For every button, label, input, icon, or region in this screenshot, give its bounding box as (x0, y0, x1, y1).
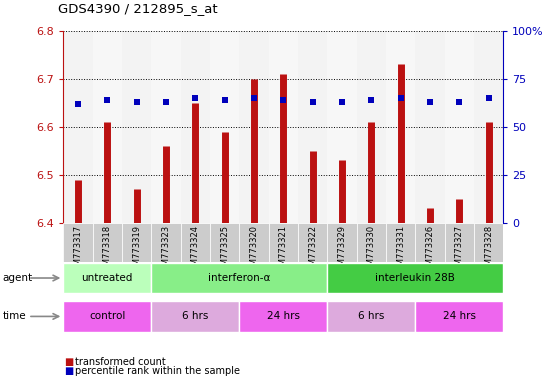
Bar (415, 31, 444, 223)
Text: GSM773331: GSM773331 (396, 225, 405, 276)
Text: GSM773320: GSM773320 (249, 225, 258, 276)
Bar (63, 263, 151, 293)
Text: GSM773330: GSM773330 (367, 225, 376, 276)
Text: interleukin 28B: interleukin 28B (375, 273, 455, 283)
Text: GSM773328: GSM773328 (484, 225, 493, 276)
Point (396, 95, 405, 101)
Bar (327, 263, 503, 293)
Text: time: time (3, 311, 26, 321)
Bar (180, 31, 210, 223)
Point (132, 99, 141, 105)
Text: transformed count: transformed count (75, 357, 166, 367)
Bar (239, 223, 268, 262)
Bar (210, 31, 239, 223)
Text: GSM773325: GSM773325 (220, 225, 229, 276)
Point (484, 95, 493, 101)
Text: GSM773323: GSM773323 (161, 225, 170, 276)
Bar (122, 31, 151, 223)
Point (279, 97, 288, 103)
Bar (327, 301, 415, 331)
Bar (386, 31, 415, 223)
Point (308, 99, 317, 105)
Text: GSM773318: GSM773318 (103, 225, 112, 276)
Point (338, 99, 346, 105)
Bar (474, 223, 503, 262)
Point (220, 97, 229, 103)
Bar (92, 223, 122, 262)
Point (250, 95, 258, 101)
Bar (356, 223, 386, 262)
Bar (298, 223, 327, 262)
Bar (415, 301, 503, 331)
Bar (356, 31, 386, 223)
Bar (239, 301, 327, 331)
Text: GSM773326: GSM773326 (425, 225, 435, 276)
Text: GSM773329: GSM773329 (337, 225, 346, 276)
Text: interferon-α: interferon-α (208, 273, 271, 283)
Text: 24 hrs: 24 hrs (443, 311, 476, 321)
Bar (268, 31, 298, 223)
Bar (474, 31, 503, 223)
Bar (92, 31, 122, 223)
Bar (63, 223, 92, 262)
Bar (63, 31, 92, 223)
Bar (151, 301, 239, 331)
Text: GSM773321: GSM773321 (279, 225, 288, 276)
Point (455, 99, 464, 105)
Text: 6 hrs: 6 hrs (182, 311, 208, 321)
Bar (63, 301, 151, 331)
Text: GSM773317: GSM773317 (73, 225, 82, 276)
Bar (415, 223, 444, 262)
Bar (210, 223, 239, 262)
Text: GDS4390 / 212895_s_at: GDS4390 / 212895_s_at (58, 2, 217, 15)
Bar (444, 223, 474, 262)
Bar (122, 223, 151, 262)
Point (103, 97, 112, 103)
Bar (327, 31, 356, 223)
Text: GSM773327: GSM773327 (455, 225, 464, 276)
Text: 24 hrs: 24 hrs (267, 311, 300, 321)
Bar (444, 31, 474, 223)
Point (74, 101, 82, 107)
Text: agent: agent (3, 273, 33, 283)
Text: untreated: untreated (81, 273, 133, 283)
Text: GSM773319: GSM773319 (132, 225, 141, 276)
Bar (298, 31, 327, 223)
Bar (327, 223, 356, 262)
Bar (180, 223, 210, 262)
Text: GSM773324: GSM773324 (191, 225, 200, 276)
Bar (268, 223, 298, 262)
Bar (239, 31, 268, 223)
Point (191, 95, 200, 101)
Bar (151, 263, 327, 293)
Point (426, 99, 434, 105)
Text: 6 hrs: 6 hrs (358, 311, 384, 321)
Text: ■: ■ (64, 366, 74, 376)
Text: GSM773322: GSM773322 (308, 225, 317, 276)
Text: ■: ■ (64, 357, 74, 367)
Text: percentile rank within the sample: percentile rank within the sample (75, 366, 240, 376)
Point (162, 99, 170, 105)
Text: control: control (89, 311, 125, 321)
Bar (386, 223, 415, 262)
Point (367, 97, 376, 103)
Bar (151, 31, 180, 223)
Bar (151, 223, 180, 262)
